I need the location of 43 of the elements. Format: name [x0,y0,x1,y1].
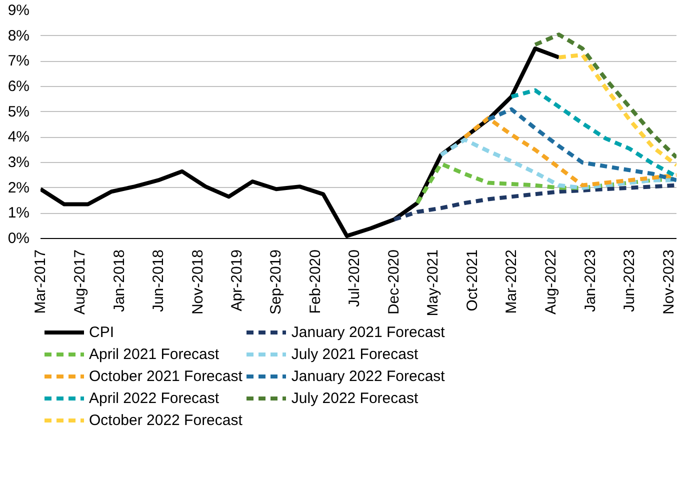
x-tick-label: Nov-2018 [189,249,206,315]
y-tick-label: 9% [8,2,30,19]
x-tick-label: Mar-2022 [502,249,520,314]
x-tick-label: Jun-2023 [620,249,638,312]
legend-label: CPI [89,323,114,341]
legend-label: October 2022 Forecast [89,411,242,429]
x-tick-label: Feb-2020 [307,249,324,314]
y-tick-label: 1% [8,204,30,222]
line-series [533,32,676,160]
y-tick-label: 8% [8,27,30,44]
x-tick-label: Aug-2017 [71,249,88,315]
line-series [462,116,676,188]
line-series [509,88,676,178]
x-tick-label: Mar-2017 [32,249,49,314]
legend-label: April 2022 Forecast [89,389,220,407]
legend-label: July 2022 Forecast [291,389,418,407]
legend-label: April 2021 Forecast [89,345,220,363]
y-tick-label: 0% [8,230,30,247]
x-tick-label: Jun-2018 [150,249,167,312]
y-tick-label: 6% [8,78,30,95]
x-tick-label: Nov-2023 [660,249,678,315]
x-tick-label: May-2021 [424,250,442,316]
x-tick-label: Sep-2019 [268,249,285,315]
line-series [556,52,676,168]
x-tick-label: Apr-2019 [228,249,246,312]
legend-label: January 2022 Forecast [291,367,445,385]
legend-label: July 2021 Forecast [291,345,418,363]
y-tick-label: 5% [8,103,30,120]
x-tick-label: Jul-2020 [346,249,364,308]
line-series [486,107,676,182]
x-tick-label: Jan-2023 [582,249,599,312]
x-tick-label: Aug-2022 [542,249,560,315]
y-tick-label: 3% [8,154,30,171]
legend-label: January 2021 Forecast [291,323,445,341]
line-series [415,162,676,206]
y-tick-label: 7% [8,52,30,70]
x-tick-label: Dec-2020 [386,249,403,315]
y-tick-label: 2% [8,179,30,196]
x-tick-label: Oct-2021 [464,249,481,312]
legend-label: October 2021 Forecast [89,367,242,385]
x-tick-label: Jan-2018 [110,249,128,312]
y-tick-label: 4% [8,128,30,146]
line-series [392,183,676,222]
